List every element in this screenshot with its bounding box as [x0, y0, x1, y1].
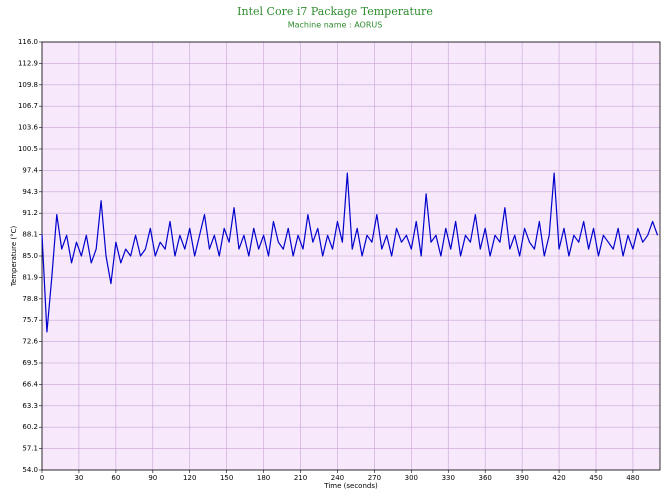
- y-tick-label: 69.5: [22, 359, 38, 367]
- x-tick-label: 360: [478, 474, 491, 482]
- y-tick-label: 81.9: [22, 273, 38, 281]
- x-tick-label: 420: [552, 474, 565, 482]
- x-tick-label: 330: [442, 474, 455, 482]
- y-tick-label: 88.1: [22, 231, 38, 239]
- x-tick-label: 480: [626, 474, 639, 482]
- y-axis-label: Temperature (°C): [10, 226, 18, 288]
- y-tick-label: 75.7: [22, 316, 38, 324]
- y-tick-label: 97.4: [22, 166, 38, 174]
- x-tick-label: 210: [294, 474, 307, 482]
- x-tick-label: 180: [257, 474, 270, 482]
- x-tick-label: 300: [405, 474, 418, 482]
- chart-subtitle: Machine name : AORUS: [288, 21, 383, 30]
- y-tick-label: 103.6: [18, 124, 39, 132]
- x-axis-label: Time (seconds): [323, 482, 378, 490]
- y-tick-label: 72.6: [22, 338, 38, 346]
- x-tick-label: 150: [220, 474, 233, 482]
- temperature-line: [41, 172, 659, 333]
- x-tick-label: 90: [148, 474, 157, 482]
- plot-border: [41, 41, 661, 471]
- x-tick-label: 390: [515, 474, 528, 482]
- x-tick-label: 240: [331, 474, 344, 482]
- x-tick-label: 30: [74, 474, 83, 482]
- y-tick-label: 116.0: [18, 38, 38, 46]
- y-tick-label: 94.3: [22, 188, 38, 196]
- y-tick-label: 60.2: [22, 423, 38, 431]
- y-tick-label: 85.0: [22, 252, 38, 260]
- y-tick-label: 54.0: [22, 466, 38, 474]
- y-tick-label: 106.7: [18, 102, 38, 110]
- x-tick-label: 0: [40, 474, 44, 482]
- y-tick-label: 112.9: [18, 59, 38, 67]
- x-tick-label: 450: [589, 474, 602, 482]
- x-tick-label: 120: [183, 474, 196, 482]
- y-tick-label: 109.8: [18, 81, 38, 89]
- y-tick-label: 66.4: [22, 380, 38, 388]
- y-tick-label: 63.3: [22, 402, 38, 410]
- x-tick-label: 270: [368, 474, 381, 482]
- y-tick-label: 57.1: [22, 445, 38, 453]
- chart-title: Intel Core i7 Package Temperature: [237, 5, 433, 18]
- y-tick-label: 78.8: [22, 295, 38, 303]
- x-tick-label: 60: [111, 474, 120, 482]
- y-tick-label: 91.2: [22, 209, 38, 217]
- y-tick-label: 100.5: [18, 145, 38, 153]
